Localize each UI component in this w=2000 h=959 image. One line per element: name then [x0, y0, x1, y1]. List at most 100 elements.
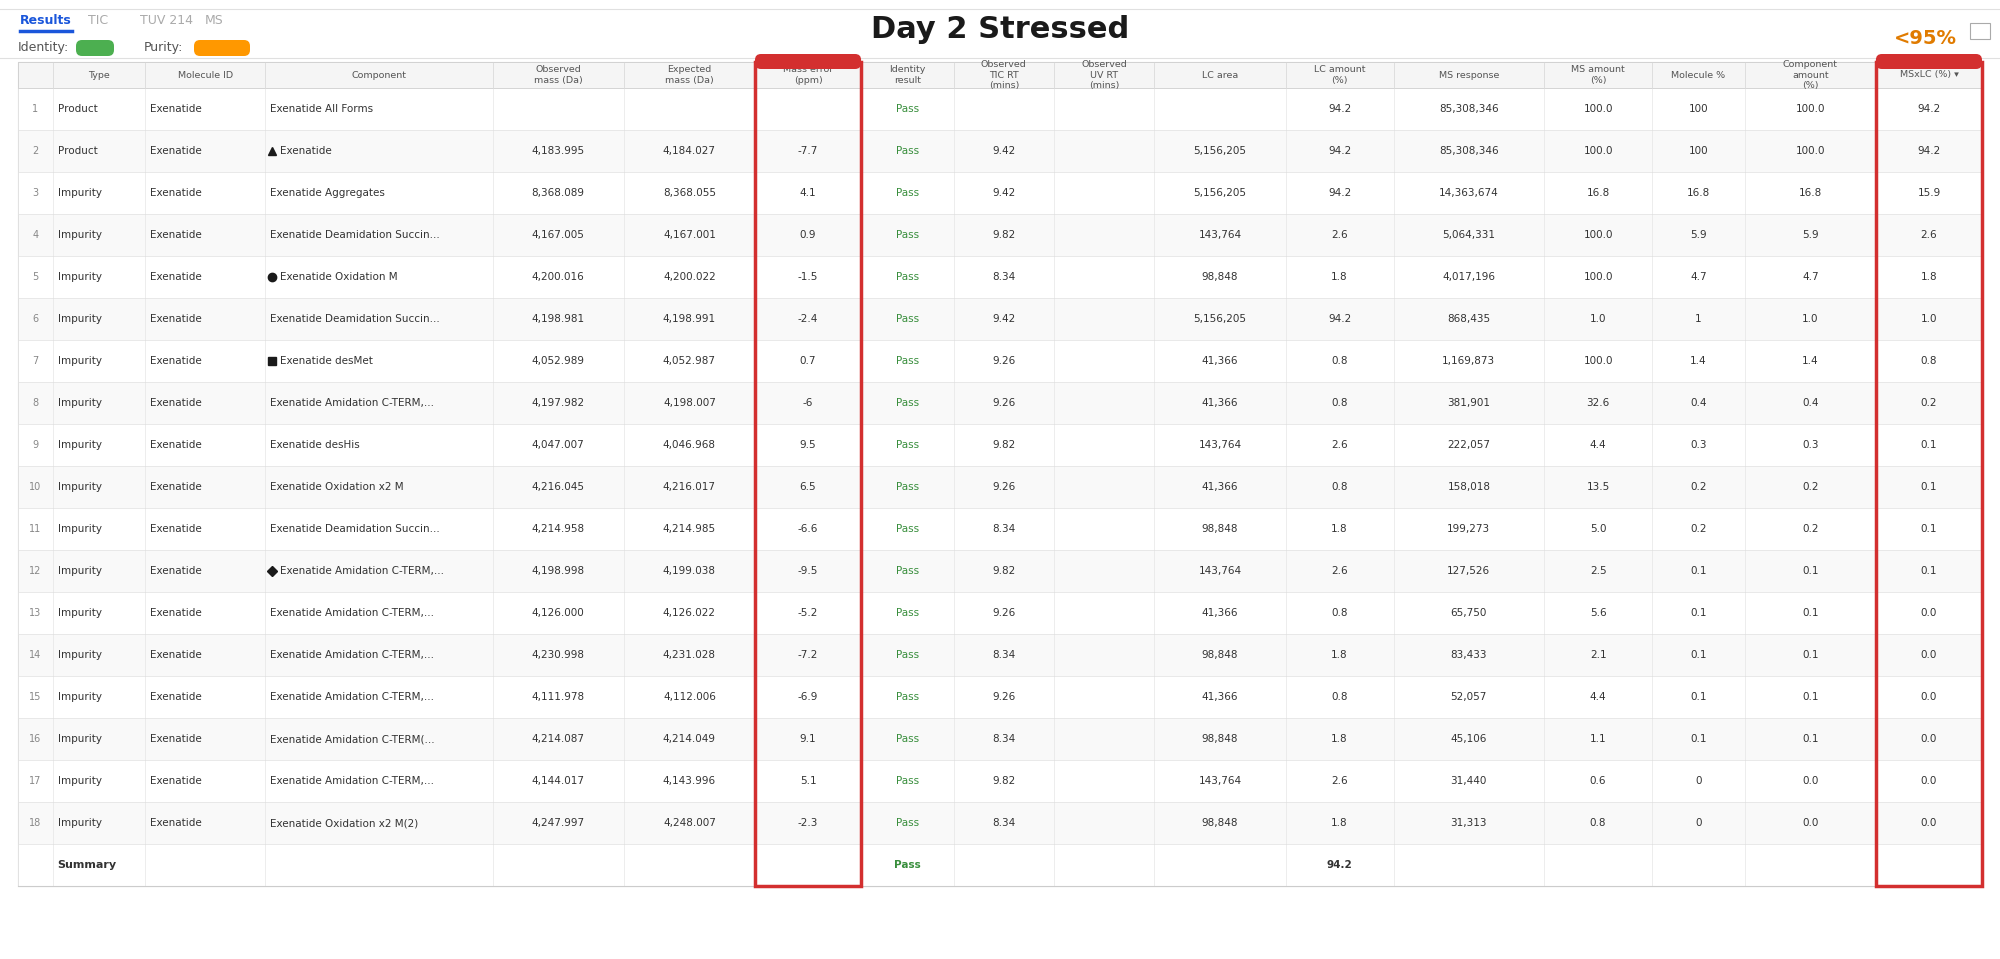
Text: Impurity: Impurity	[58, 608, 102, 618]
Text: 0.8: 0.8	[1332, 482, 1348, 492]
Text: 9.82: 9.82	[992, 440, 1016, 450]
Text: LC amount
(%): LC amount (%)	[1314, 65, 1366, 85]
Text: 1: 1	[1696, 314, 1702, 324]
Text: 100.0: 100.0	[1584, 230, 1612, 240]
Text: 0.1: 0.1	[1802, 608, 1818, 618]
Text: 14,363,674: 14,363,674	[1438, 188, 1498, 198]
Text: 10: 10	[30, 482, 42, 492]
Text: Product: Product	[58, 146, 98, 156]
Text: 4,167.001: 4,167.001	[662, 230, 716, 240]
Text: 5,156,205: 5,156,205	[1194, 146, 1246, 156]
Text: 2.5: 2.5	[1590, 566, 1606, 576]
Text: Component: Component	[352, 71, 406, 80]
Text: 0.1: 0.1	[1920, 440, 1938, 450]
Text: 158,018: 158,018	[1448, 482, 1490, 492]
Text: 0.1: 0.1	[1690, 650, 1706, 660]
Text: Impurity: Impurity	[58, 356, 102, 366]
Text: 31,313: 31,313	[1450, 818, 1488, 828]
Text: Pass: Pass	[896, 482, 918, 492]
Text: Pass: Pass	[896, 146, 918, 156]
Text: Product: Product	[58, 104, 98, 114]
Text: Impurity: Impurity	[58, 524, 102, 534]
Text: 1.8: 1.8	[1332, 650, 1348, 660]
Text: 143,764: 143,764	[1198, 566, 1242, 576]
Text: Exenatide: Exenatide	[150, 776, 202, 786]
Text: Exenatide desHis: Exenatide desHis	[270, 440, 360, 450]
Text: Impurity: Impurity	[58, 188, 102, 198]
Text: 0.1: 0.1	[1690, 734, 1706, 744]
Text: 9.26: 9.26	[992, 482, 1016, 492]
Text: 0.3: 0.3	[1802, 440, 1818, 450]
Text: 1.1: 1.1	[1590, 734, 1606, 744]
Text: 1.4: 1.4	[1802, 356, 1818, 366]
Text: 32.6: 32.6	[1586, 398, 1610, 408]
Bar	[18, 424, 1982, 466]
Text: 45,106: 45,106	[1450, 734, 1488, 744]
Text: Exenatide Amidation C-TERM,...: Exenatide Amidation C-TERM,...	[270, 692, 434, 702]
Text: 0.3: 0.3	[1690, 440, 1706, 450]
Bar	[18, 844, 1982, 886]
Text: Exenatide: Exenatide	[150, 650, 202, 660]
Text: Exenatide: Exenatide	[150, 440, 202, 450]
Text: 100.0: 100.0	[1584, 356, 1612, 366]
Text: Exenatide: Exenatide	[150, 398, 202, 408]
Text: 4,198.007: 4,198.007	[662, 398, 716, 408]
Text: Exenatide: Exenatide	[150, 272, 202, 282]
Text: -2.4: -2.4	[798, 314, 818, 324]
Text: 41,366: 41,366	[1202, 692, 1238, 702]
Bar	[18, 802, 1982, 844]
Text: Exenatide: Exenatide	[150, 818, 202, 828]
Text: 2: 2	[32, 146, 38, 156]
Text: 4.4: 4.4	[1590, 692, 1606, 702]
Text: 0.0: 0.0	[1920, 692, 1938, 702]
Text: 8.34: 8.34	[992, 734, 1016, 744]
FancyBboxPatch shape	[194, 40, 250, 56]
Text: 8.34: 8.34	[992, 818, 1016, 828]
Text: 4,231.028: 4,231.028	[662, 650, 716, 660]
Text: Impurity: Impurity	[58, 440, 102, 450]
Text: 9.42: 9.42	[992, 314, 1016, 324]
Bar	[18, 214, 1982, 256]
Text: 9.26: 9.26	[992, 398, 1016, 408]
Text: 5: 5	[32, 272, 38, 282]
Text: 5,156,205: 5,156,205	[1194, 314, 1246, 324]
Text: 41,366: 41,366	[1202, 356, 1238, 366]
Text: Pass: Pass	[896, 734, 918, 744]
Text: 0.8: 0.8	[1332, 608, 1348, 618]
Text: Mass error
(ppm): Mass error (ppm)	[782, 65, 834, 85]
Text: 9.82: 9.82	[992, 776, 1016, 786]
Text: 2.6: 2.6	[1332, 230, 1348, 240]
Text: 1.0: 1.0	[1920, 314, 1938, 324]
Text: 98,848: 98,848	[1202, 272, 1238, 282]
Text: 0.0: 0.0	[1920, 650, 1938, 660]
Text: Exenatide Oxidation x2 M(2): Exenatide Oxidation x2 M(2)	[270, 818, 418, 828]
Text: -7.2: -7.2	[798, 650, 818, 660]
Text: 4,111.978: 4,111.978	[532, 692, 584, 702]
Text: 0.9: 0.9	[800, 230, 816, 240]
Text: Exenatide Amidation C-TERM,...: Exenatide Amidation C-TERM,...	[270, 650, 434, 660]
Text: Observed
UV RT
(mins): Observed UV RT (mins)	[1082, 59, 1128, 90]
Text: 94.2: 94.2	[1328, 104, 1352, 114]
Text: Impurity: Impurity	[58, 230, 102, 240]
Text: 0.8: 0.8	[1332, 692, 1348, 702]
Text: 0.2: 0.2	[1690, 524, 1706, 534]
Text: 16: 16	[30, 734, 42, 744]
Text: 0.1: 0.1	[1690, 608, 1706, 618]
Text: 12: 12	[30, 566, 42, 576]
Text: -5.2: -5.2	[798, 608, 818, 618]
FancyBboxPatch shape	[754, 54, 862, 69]
Text: 9.82: 9.82	[992, 566, 1016, 576]
Text: Purity:: Purity:	[144, 41, 184, 55]
Text: Exenatide desMet: Exenatide desMet	[280, 356, 372, 366]
Text: Type: Type	[88, 71, 110, 80]
Text: 52,057: 52,057	[1450, 692, 1488, 702]
Text: 1: 1	[32, 104, 38, 114]
Text: 9.26: 9.26	[992, 608, 1016, 618]
Text: 2.6: 2.6	[1332, 776, 1348, 786]
Text: Pass: Pass	[896, 356, 918, 366]
Text: 94.2: 94.2	[1328, 188, 1352, 198]
Bar	[754, 62, 862, 886]
Text: Impurity: Impurity	[58, 650, 102, 660]
Text: 143,764: 143,764	[1198, 776, 1242, 786]
Text: 9.26: 9.26	[992, 356, 1016, 366]
